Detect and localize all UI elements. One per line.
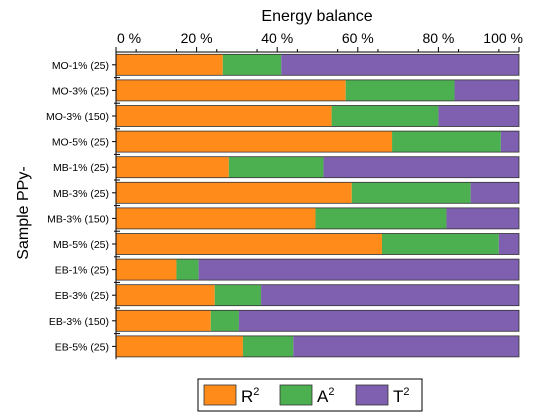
bar-segment-t: [438, 105, 519, 127]
bar-segment-r: [116, 259, 177, 281]
bar-segment-a: [351, 182, 471, 204]
bar-segment-a: [315, 207, 447, 229]
bar-segment-r: [116, 105, 332, 127]
bar-segment-t: [238, 310, 520, 332]
bar-segment-a: [242, 335, 294, 357]
bar-segment-r: [116, 207, 316, 229]
x-axis-ticks: 0 % 20 % 40 % 60 % 80 % 100 %: [115, 30, 523, 52]
legend-swatch-r: [203, 384, 237, 406]
x-tick-label: 100 %: [483, 30, 523, 46]
bar-segment-t: [454, 79, 519, 101]
category-label: MB-3% (25): [53, 188, 109, 200]
x-tick-label: 20 %: [181, 30, 213, 46]
bar-segment-t: [446, 207, 519, 229]
x-tick-label: 40 %: [261, 30, 293, 46]
bar-segment-t: [470, 182, 519, 204]
legend-swatch-a: [279, 384, 313, 406]
legend-label-t: T2: [393, 386, 410, 406]
legend-label-r: R2: [241, 386, 259, 406]
x-tick-label: 80 %: [422, 30, 454, 46]
category-label: MB-1% (25): [53, 162, 109, 174]
bar-segment-r: [116, 156, 229, 178]
bar-segment-r: [116, 335, 243, 357]
bar-segment-r: [116, 131, 393, 153]
bar-segment-a: [222, 54, 282, 76]
bar-segment-t: [500, 131, 519, 153]
bar-segment-a: [331, 105, 439, 127]
category-label: MB-5% (25): [53, 239, 109, 251]
category-label: EB-3% (150): [49, 316, 109, 328]
legend: R2 A2 T2: [197, 378, 423, 412]
category-label: MO-1% (25): [52, 60, 109, 72]
bar-segment-t: [261, 284, 519, 306]
legend-swatch-t: [355, 384, 389, 406]
category-labels: MO-1% (25) MO-3% (25) MO-3% (150) MO-5% (25…: [46, 60, 120, 353]
bar-segment-t: [198, 259, 520, 281]
x-tick-label: 0 %: [117, 30, 141, 46]
bar-segment-r: [116, 233, 382, 255]
bar-segment-t: [293, 335, 519, 357]
bar-segment-r: [116, 310, 211, 332]
bar-segment-a: [210, 310, 239, 332]
bar-segment-a: [345, 79, 455, 101]
bar-segment-r: [116, 54, 223, 76]
bar-segment-t: [498, 233, 519, 255]
category-label: EB-5% (25): [55, 341, 109, 353]
x-tick-label: 60 %: [342, 30, 374, 46]
bar-segment-a: [214, 284, 262, 306]
y-axis-title: Sample PPy-: [15, 166, 32, 259]
bar-segment-r: [116, 182, 352, 204]
bar-segment-t: [323, 156, 519, 178]
bar-segment-a: [228, 156, 324, 178]
bars: [115, 53, 520, 358]
category-label: MO-3% (25): [52, 85, 109, 97]
category-label: EB-3% (25): [55, 290, 109, 302]
legend-label-a: A2: [317, 386, 334, 406]
x-axis-title: Energy balance: [261, 8, 372, 25]
bar-segment-r: [116, 79, 346, 101]
bar-segment-a: [381, 233, 499, 255]
bar-segment-r: [116, 284, 215, 306]
category-label: MB-3% (150): [47, 213, 109, 225]
category-label: EB-1% (25): [55, 265, 109, 277]
category-label: MO-5% (25): [52, 137, 109, 149]
category-label: MO-3% (150): [46, 111, 109, 123]
bar-segment-t: [281, 54, 519, 76]
bar-segment-a: [392, 131, 501, 153]
bar-segment-a: [176, 259, 199, 281]
